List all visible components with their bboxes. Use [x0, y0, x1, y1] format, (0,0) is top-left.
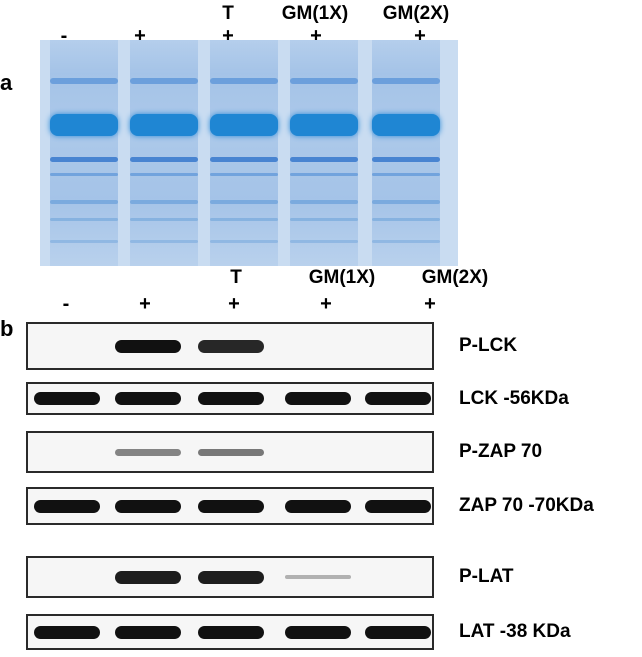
- panel-b-label-t: T: [230, 267, 242, 288]
- panel-a-sign-lane4: +: [310, 25, 322, 47]
- panel-a-letter: a: [0, 70, 13, 95]
- gel-lane: [210, 40, 278, 266]
- blot-label-5: P-LAT: [459, 566, 514, 587]
- panel-a-label-gm1x: GM(1X): [281, 3, 349, 24]
- panel-b-label-gm2x: GM(2X): [421, 267, 489, 288]
- blot-band: [115, 625, 181, 639]
- panel-a-sign-lane3: +: [222, 25, 234, 47]
- blot-band: [198, 625, 264, 639]
- blot-label-4: ZAP 70 -70KDa: [459, 495, 594, 516]
- blot-strip-6: [26, 614, 434, 650]
- blot-band: [285, 575, 351, 579]
- blot-label-1: P-LCK: [459, 335, 518, 356]
- blot-band: [115, 499, 181, 513]
- blot-band: [34, 499, 100, 513]
- blot-strip-2: [26, 382, 434, 415]
- blot-strip-3: [26, 431, 434, 473]
- gel-lane: [50, 40, 118, 266]
- blot-band: [34, 392, 100, 405]
- panel-b-sign-lane1: -: [62, 293, 70, 315]
- blot-band: [365, 392, 431, 405]
- panel-a-label-gm2x: GM(2X): [382, 3, 450, 24]
- blot-band: [198, 570, 264, 584]
- blot-label-2: LCK -56KDa: [459, 387, 569, 409]
- blot-band: [198, 499, 264, 513]
- blot-band: [198, 339, 264, 353]
- panel-a-label-t: T: [222, 3, 234, 24]
- panel-a-sign-lane5: +: [414, 25, 426, 47]
- gel-lane: [130, 40, 198, 266]
- panel-b-letter: b: [0, 316, 14, 341]
- blot-band: [198, 448, 264, 456]
- blot-strip-4: [26, 487, 434, 525]
- blot-band: [115, 392, 181, 405]
- blot-band: [285, 625, 351, 639]
- panel-b-sign-lane3: +: [228, 293, 240, 315]
- blot-band: [115, 339, 181, 353]
- panel-b-label-gm1x: GM(1X): [308, 267, 376, 288]
- blot-label-3: P-ZAP 70: [459, 441, 543, 462]
- blot-band: [115, 448, 181, 456]
- panel-a-sign-lane1: -: [60, 25, 68, 47]
- panel-b-sign-lane5: +: [424, 293, 436, 315]
- panel-b-sign-lane4: +: [320, 293, 332, 315]
- blot-band: [198, 392, 264, 405]
- gel-lane: [372, 40, 440, 266]
- panel-b-sign-lane2: +: [139, 293, 151, 315]
- blot-strip-1: [26, 322, 434, 370]
- blot-strip-5: [26, 556, 434, 598]
- coomassie-gel: [40, 40, 458, 266]
- blot-band: [34, 625, 100, 639]
- blot-label-6: LAT -38 KDa: [459, 621, 571, 642]
- blot-band: [115, 570, 181, 584]
- blot-band: [285, 392, 351, 405]
- blot-band: [365, 499, 431, 513]
- blot-band: [365, 625, 431, 639]
- blot-band: [285, 499, 351, 513]
- panel-a-sign-lane2: +: [134, 25, 146, 47]
- gel-lane: [290, 40, 358, 266]
